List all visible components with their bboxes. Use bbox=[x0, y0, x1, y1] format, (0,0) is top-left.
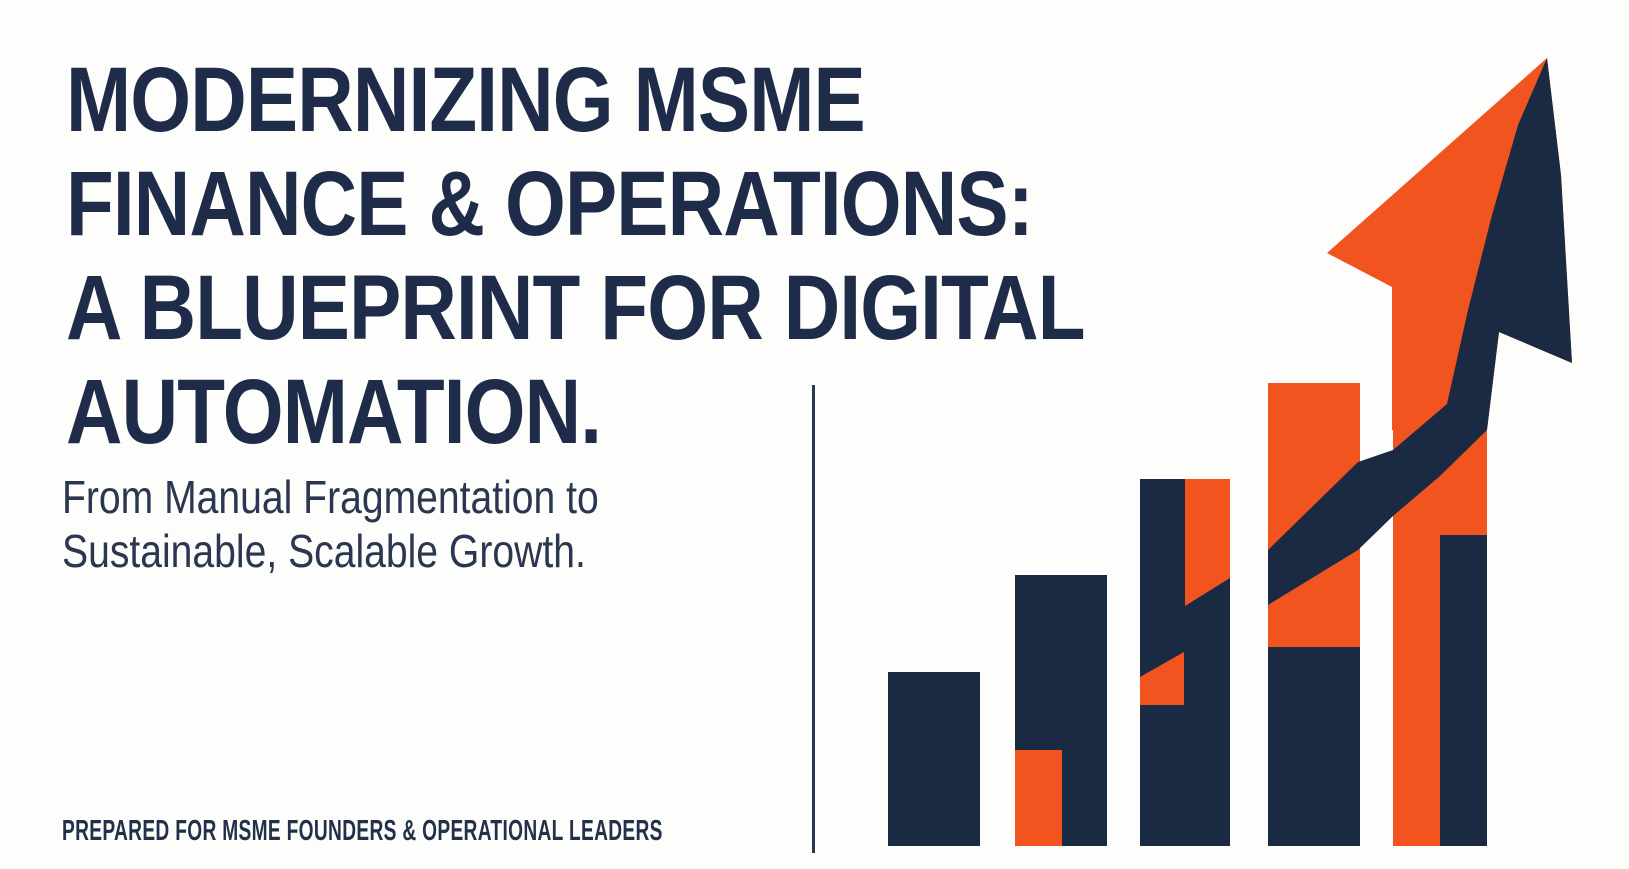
bar-4 bbox=[1268, 647, 1360, 846]
title-line-3: A BLUEPRINT FOR DIGITAL bbox=[66, 257, 1086, 359]
bar-5 bbox=[1440, 535, 1487, 846]
bar-3-orange-wedge bbox=[1140, 652, 1184, 705]
title-line-1: MODERNIZING MSME bbox=[66, 49, 866, 151]
bar-1 bbox=[888, 672, 980, 846]
title-line-2: FINANCE & OPERATIONS: bbox=[66, 153, 1034, 255]
footer-note: PREPARED FOR MSME FOUNDERS & OPERATIONAL… bbox=[62, 815, 663, 847]
subtitle-line-1: From Manual Fragmentation to bbox=[62, 471, 599, 523]
subtitle-line-2: Sustainable, Scalable Growth. bbox=[62, 525, 586, 577]
arrow-shadow-swoosh bbox=[1268, 58, 1572, 605]
bar-2-orange-segment bbox=[1015, 750, 1062, 846]
title-line-4: AUTOMATION. bbox=[66, 361, 602, 463]
vertical-divider bbox=[812, 385, 815, 853]
subtitle: From Manual Fragmentation to Sustainable… bbox=[62, 470, 708, 578]
bar-3-orange-top-segment bbox=[1185, 479, 1230, 606]
page-title: MODERNIZING MSME FINANCE & OPERATIONS: A… bbox=[66, 48, 1171, 464]
